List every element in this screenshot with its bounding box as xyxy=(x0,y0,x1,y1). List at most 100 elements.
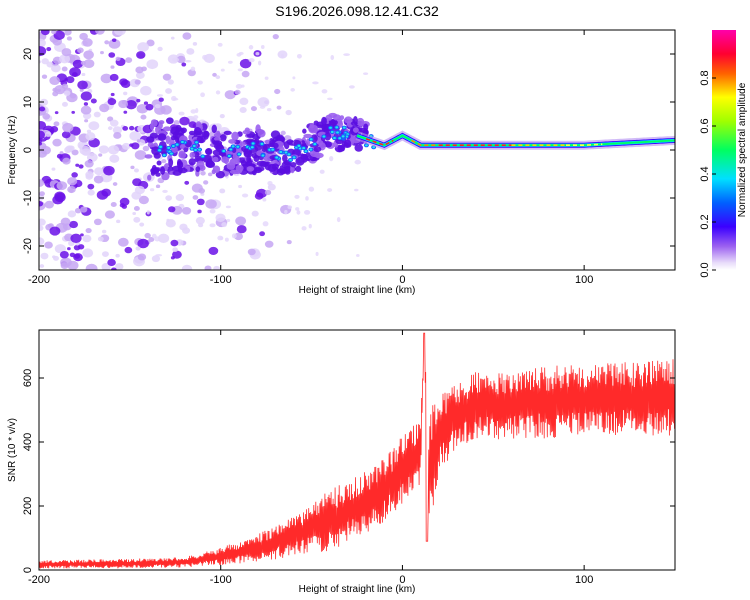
heatmap-blob xyxy=(200,170,206,176)
heatmap-core-blob xyxy=(167,146,171,149)
heatmap-blob xyxy=(98,153,103,157)
heatmap-core-blob xyxy=(201,155,205,158)
heatmap-blob xyxy=(303,209,311,215)
heatmap-blob xyxy=(52,138,62,147)
heatmap-blob xyxy=(260,45,265,50)
heatmap-blob xyxy=(276,105,282,110)
heatmap-blob xyxy=(67,247,71,251)
heatmap-blob xyxy=(207,172,213,177)
heatmap-blob xyxy=(197,80,203,85)
heatmap-blob xyxy=(122,125,129,131)
heatmap-blob xyxy=(195,166,201,173)
heatmap-blob xyxy=(336,217,341,223)
heatmap-blob xyxy=(225,205,231,209)
heatmap-blob xyxy=(181,264,193,270)
heatmap-blob xyxy=(329,156,334,162)
heatmap-blob xyxy=(116,219,121,224)
heatmap-blob xyxy=(235,84,243,89)
heatmap-blob xyxy=(290,161,297,168)
heatmap-y-axis-label: Frequency (Hz) xyxy=(7,116,18,185)
heatmap-blob xyxy=(300,140,306,147)
heatmap-core-blob xyxy=(227,154,231,158)
colorbar-gradient xyxy=(712,30,736,270)
heatmap-x-ticks: -200 -100 0 100 xyxy=(28,30,593,286)
heatmap-blob xyxy=(109,119,119,127)
heatmap-blob xyxy=(78,164,84,169)
heatmap-blob xyxy=(103,165,115,176)
heatmap-blob xyxy=(262,221,269,227)
heatmap-blob xyxy=(162,73,172,81)
colorbar-label: Normalized spectral amplitude xyxy=(737,82,748,217)
heatmap-blob xyxy=(196,198,205,206)
heatmap-core-blob xyxy=(365,144,368,147)
heatmap-blob xyxy=(305,196,309,201)
heatmap-blob xyxy=(212,165,221,173)
heatmap-blob xyxy=(246,160,253,167)
heatmap-marks xyxy=(39,30,675,270)
heatmap-blob xyxy=(221,222,228,228)
heatmap-blob xyxy=(56,181,68,191)
heatmap-blob xyxy=(190,66,196,72)
heatmap-blob xyxy=(327,97,333,101)
heatmap-blob xyxy=(49,226,61,236)
heatmap-core-blob xyxy=(304,150,308,153)
snr-y-tick-label: 0 xyxy=(22,567,34,573)
heatmap-blob xyxy=(107,98,117,106)
colorbar-ticks: 0.0 0.2 0.4 0.6 0.8 xyxy=(699,70,716,278)
heatmap-blob xyxy=(284,209,288,215)
heatmap-blob xyxy=(349,85,355,89)
heatmap-blob xyxy=(205,199,217,209)
heatmap-blob xyxy=(173,120,180,126)
heatmap-blob xyxy=(131,142,140,150)
colorbar-tick-label: 0.6 xyxy=(699,118,711,133)
heatmap-core-blob xyxy=(171,144,175,148)
heatmap-blob xyxy=(123,110,128,114)
heatmap-blob xyxy=(79,32,88,41)
heatmap-blob xyxy=(175,137,180,144)
heatmap-blob xyxy=(129,125,135,131)
heatmap-blob xyxy=(39,121,47,130)
heatmap-blob xyxy=(267,163,277,172)
heatmap-blob xyxy=(80,105,92,115)
heatmap-y-ticks: -20 -10 0 10 20 xyxy=(22,48,675,254)
heatmap-blob xyxy=(74,207,82,214)
heatmap-blob xyxy=(134,79,141,85)
heatmap-blob xyxy=(136,98,141,103)
heatmap-blob xyxy=(110,201,117,208)
heatmap-blob xyxy=(295,165,302,173)
heatmap-blob xyxy=(90,98,97,104)
heatmap-blob xyxy=(196,135,206,144)
heatmap-blob xyxy=(39,46,47,57)
heatmap-core-blob xyxy=(229,148,233,151)
heatmap-blob xyxy=(239,106,247,114)
heatmap-blob xyxy=(286,239,292,245)
heatmap-blob xyxy=(253,155,260,162)
heatmap-blob xyxy=(231,233,237,239)
heatmap-blob xyxy=(41,74,48,79)
heatmap-blob xyxy=(61,66,68,72)
heatmap-blob xyxy=(49,76,60,85)
heatmap-blob xyxy=(87,183,95,190)
heatmap-blob xyxy=(354,188,359,192)
heatmap-blob xyxy=(155,184,161,189)
snr-y-axis-label: SNR (10 * v/v) xyxy=(7,418,18,482)
heatmap-blob xyxy=(117,237,129,247)
heatmap-blob xyxy=(324,132,332,141)
heatmap-blob xyxy=(135,66,144,74)
snr-x-tick-label: 0 xyxy=(399,574,405,586)
heatmap-core-blob xyxy=(190,147,194,150)
heatmap-core-blob xyxy=(250,146,254,149)
heatmap-blob xyxy=(130,165,135,170)
heatmap-blob xyxy=(82,234,92,243)
heatmap-blob xyxy=(44,200,54,209)
heatmap-blob xyxy=(227,60,233,64)
heatmap-blob xyxy=(132,211,137,216)
heatmap-blob xyxy=(315,251,319,256)
heatmap-blob xyxy=(81,72,86,77)
heatmap-blob xyxy=(87,189,95,196)
heatmap-y-tick-label: -10 xyxy=(22,190,34,206)
snr-frame xyxy=(38,329,676,571)
heatmap-blob xyxy=(215,170,225,179)
